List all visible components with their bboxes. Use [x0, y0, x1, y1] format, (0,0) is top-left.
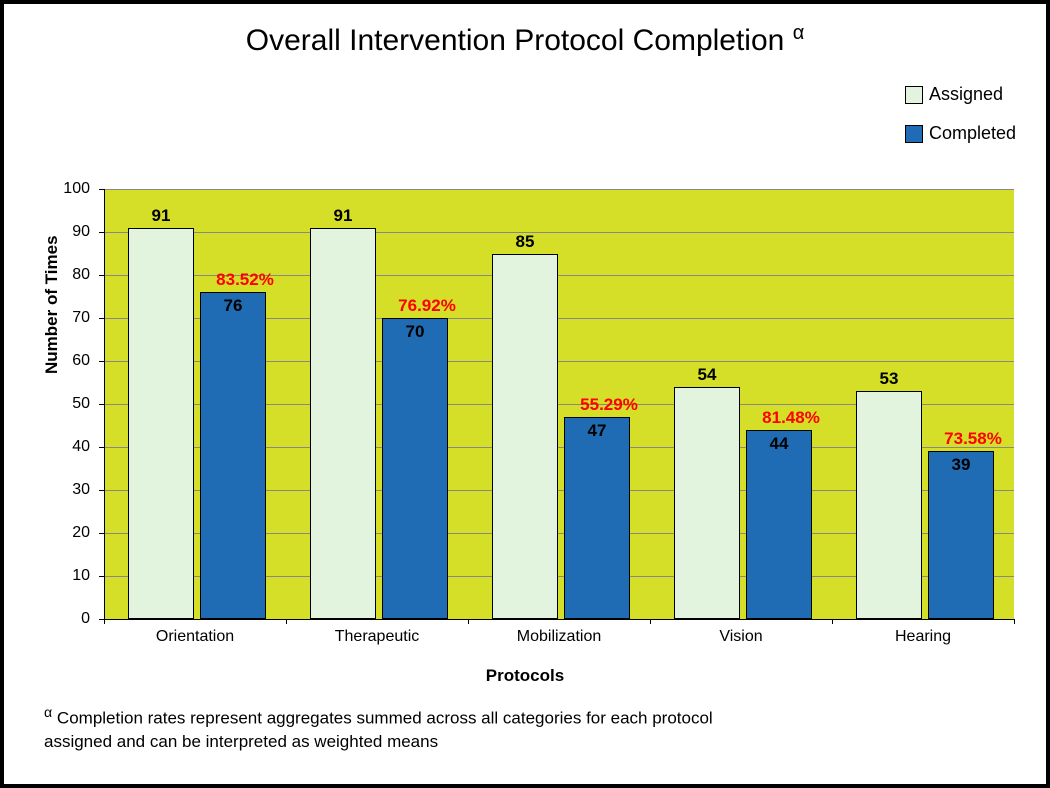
- grid-line: [104, 189, 1014, 190]
- y-axis-line: [104, 189, 105, 619]
- value-label-assigned: 54: [698, 365, 717, 385]
- footnote: α Completion rates represent aggregates …: [44, 704, 724, 754]
- percentage-label: 83.52%: [216, 270, 274, 290]
- bar-assigned: [674, 387, 740, 619]
- percentage-label: 81.48%: [762, 408, 820, 428]
- legend-label-assigned: Assigned: [929, 84, 1003, 105]
- y-tick-mark: [99, 318, 104, 319]
- category-label: Mobilization: [517, 628, 601, 646]
- legend-swatch-assigned: [905, 86, 923, 104]
- bar-assigned: [310, 228, 376, 619]
- y-tick-mark: [99, 490, 104, 491]
- x-tick-mark: [832, 619, 833, 624]
- legend-label-completed: Completed: [929, 123, 1016, 144]
- bar-assigned: [856, 391, 922, 619]
- value-label-assigned: 85: [516, 232, 535, 252]
- legend-item-assigned: Assigned: [905, 84, 1016, 105]
- y-tick-label: 30: [50, 481, 90, 499]
- chart-frame: Overall Intervention Protocol Completion…: [0, 0, 1050, 788]
- bar-completed: [200, 292, 266, 619]
- y-tick-label: 90: [50, 223, 90, 241]
- value-label-assigned: 91: [334, 206, 353, 226]
- y-tick-mark: [99, 232, 104, 233]
- legend: Assigned Completed: [905, 84, 1016, 162]
- x-tick-mark: [468, 619, 469, 624]
- category-label: Vision: [719, 628, 762, 646]
- x-tick-mark: [286, 619, 287, 624]
- category-label: Orientation: [156, 628, 234, 646]
- category-label: Therapeutic: [335, 628, 420, 646]
- y-tick-label: 0: [50, 610, 90, 628]
- y-tick-mark: [99, 361, 104, 362]
- x-tick-mark: [104, 619, 105, 624]
- x-tick-mark: [650, 619, 651, 624]
- chart-title: Overall Intervention Protocol Completion…: [4, 22, 1046, 58]
- grid-line: [104, 232, 1014, 233]
- bar-assigned: [128, 228, 194, 619]
- y-tick-label: 50: [50, 395, 90, 413]
- value-label-completed: 44: [770, 434, 789, 454]
- value-label-completed: 70: [406, 322, 425, 342]
- bar-assigned: [492, 254, 558, 620]
- y-tick-label: 60: [50, 352, 90, 370]
- value-label-completed: 47: [588, 421, 607, 441]
- x-axis-label-text: Protocols: [486, 666, 564, 685]
- footnote-text: Completion rates represent aggregates su…: [44, 709, 713, 752]
- bar-completed: [564, 417, 630, 619]
- chart-title-superscript: α: [793, 22, 805, 44]
- percentage-label: 73.58%: [944, 429, 1002, 449]
- footnote-marker: α: [44, 705, 52, 721]
- bar-completed: [746, 430, 812, 619]
- chart-title-text: Overall Intervention Protocol Completion: [246, 24, 785, 57]
- y-tick-mark: [99, 533, 104, 534]
- value-label-completed: 39: [952, 455, 971, 475]
- y-tick-mark: [99, 576, 104, 577]
- y-tick-label: 40: [50, 438, 90, 456]
- y-tick-mark: [99, 404, 104, 405]
- value-label-assigned: 53: [880, 369, 899, 389]
- percentage-label: 76.92%: [398, 296, 456, 316]
- category-label: Hearing: [895, 628, 951, 646]
- plot-area: [104, 189, 1014, 619]
- y-tick-mark: [99, 447, 104, 448]
- legend-item-completed: Completed: [905, 123, 1016, 144]
- bar-completed: [928, 451, 994, 619]
- y-tick-mark: [99, 189, 104, 190]
- bar-completed: [382, 318, 448, 619]
- x-tick-mark: [1014, 619, 1015, 624]
- value-label-completed: 76: [224, 296, 243, 316]
- x-axis-label: Protocols: [4, 666, 1046, 686]
- value-label-assigned: 91: [152, 206, 171, 226]
- y-tick-label: 20: [50, 524, 90, 542]
- percentage-label: 55.29%: [580, 395, 638, 415]
- y-tick-label: 70: [50, 309, 90, 327]
- y-tick-label: 80: [50, 266, 90, 284]
- y-tick-mark: [99, 275, 104, 276]
- y-tick-label: 100: [50, 180, 90, 198]
- x-axis-line: [104, 619, 1014, 620]
- legend-swatch-completed: [905, 125, 923, 143]
- y-tick-label: 10: [50, 567, 90, 585]
